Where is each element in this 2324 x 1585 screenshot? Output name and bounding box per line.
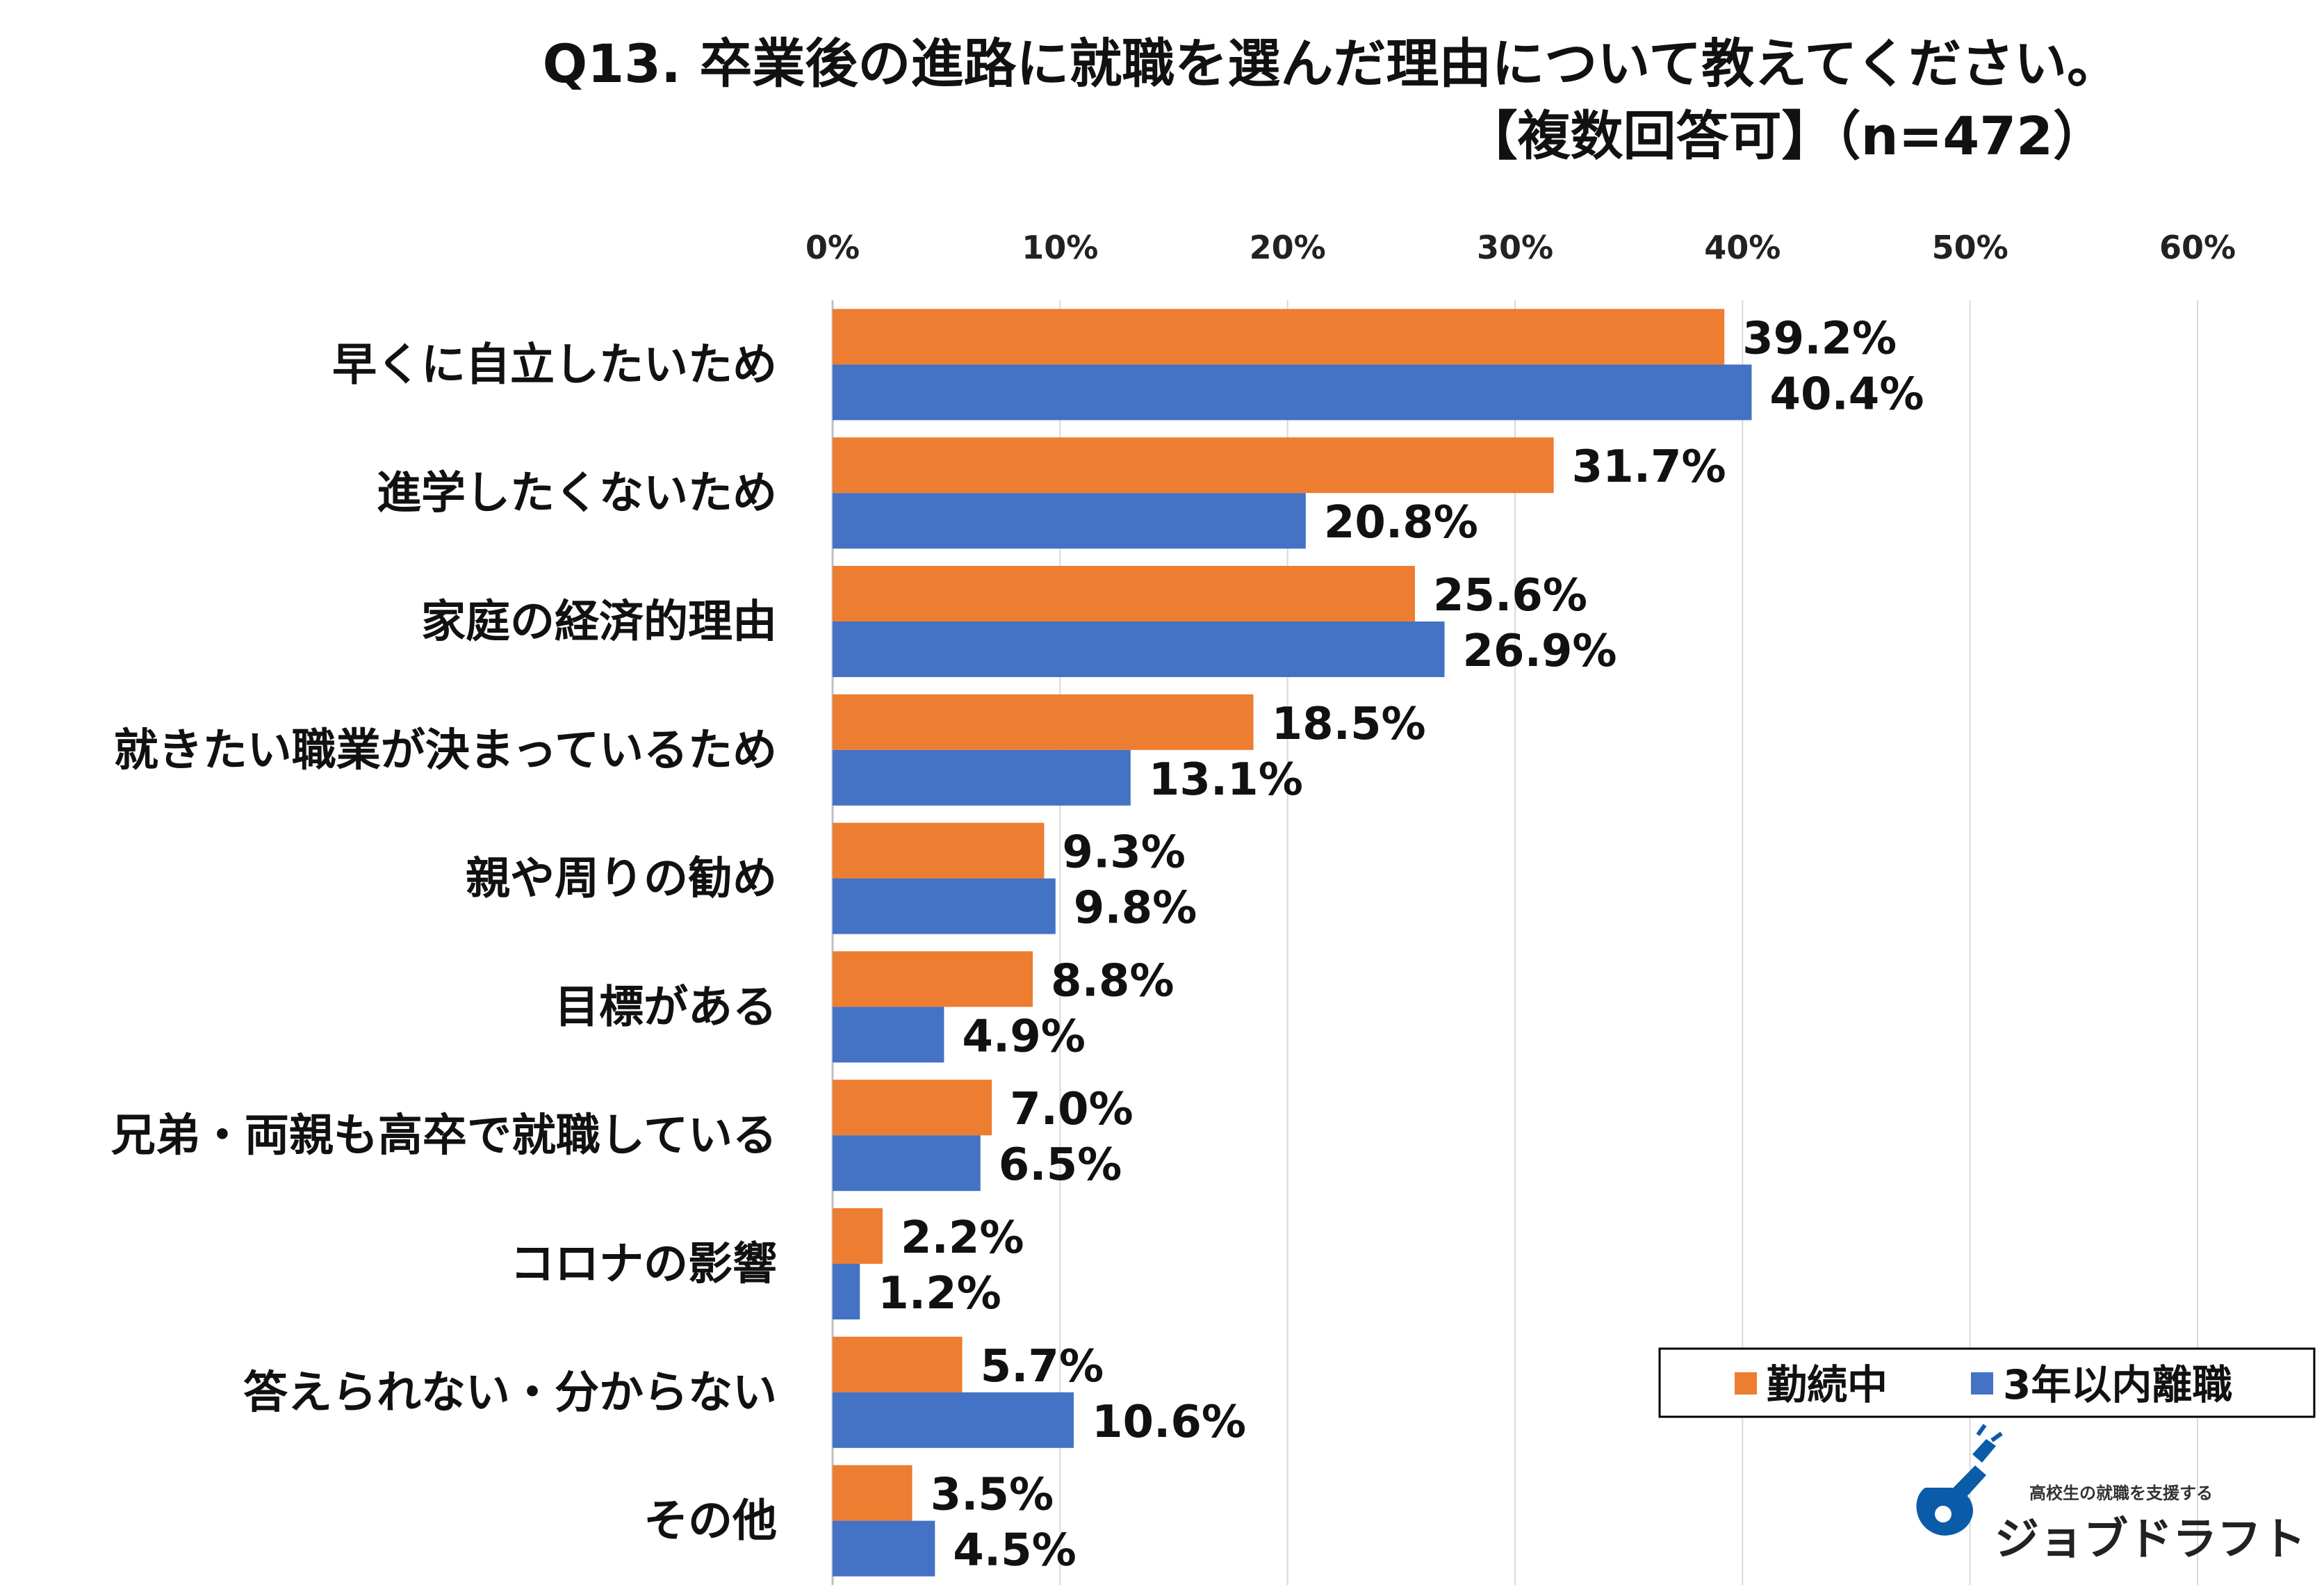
data-label-series-1: 1.2% [878, 1268, 1001, 1319]
bar-series-0 [833, 1080, 992, 1136]
x-tick-labels: 0% 10% 20% 30% 40% 50% 60% [805, 229, 2236, 266]
x-tick-20: 20% [1250, 229, 1326, 266]
legend-label-kinzoku: 勤続中 [1767, 1361, 1888, 1408]
category-label: 兄弟・両親も高卒で就職している [111, 1110, 777, 1162]
data-label-series-1: 13.1% [1149, 754, 1303, 806]
data-label-series-0: 2.2% [901, 1212, 1024, 1264]
x-tick-40: 40% [1704, 229, 1781, 266]
data-label-series-1: 26.9% [1463, 626, 1617, 677]
bar-series-0 [833, 309, 1725, 365]
category-labels: 早くに自立したいため進学したくないため家庭の経済的理由就きたい職業が決まっている… [111, 339, 777, 1547]
bar-series-1 [833, 493, 1306, 549]
x-tick-50: 50% [1932, 229, 2008, 266]
data-labels: 39.2%40.4% 31.7% 20.8% 25.6%26.9% 18.5%13.1%… [878, 313, 1924, 1576]
data-label-series-0: 7.0% [1010, 1084, 1134, 1135]
bar-series-0 [833, 566, 1415, 621]
data-label-series-0: 31.7% [1572, 441, 1726, 493]
bar-series-1 [833, 1135, 981, 1192]
guitar-logo-icon [1916, 1424, 2003, 1536]
data-label-series-0: 5.7% [981, 1341, 1104, 1392]
x-tick-30: 30% [1477, 229, 1553, 266]
x-tick-0: 0% [805, 229, 860, 266]
data-label-series-0: 39.2% [1742, 313, 1897, 364]
data-label-series-1: 10.6% [1092, 1397, 1246, 1448]
bar-series-1 [833, 621, 1445, 677]
category-label: 目標がある [555, 982, 777, 1033]
category-label: 早くに自立したいため [332, 339, 777, 391]
data-label-series-1: 20.8% [1324, 497, 1478, 548]
bar-series-1 [833, 1520, 935, 1577]
category-label: 家庭の経済的理由 [421, 596, 777, 648]
category-label: 親や周りの勧め [466, 854, 777, 905]
x-tick-60: 60% [2159, 229, 2236, 266]
chart-subtitle: 【複数回答可】（n=472） [1465, 105, 2106, 167]
data-label-series-1: 4.5% [953, 1525, 1077, 1577]
data-label-series-1: 40.4% [1769, 368, 1924, 420]
bar-series-1 [833, 1392, 1074, 1448]
legend: 勤続中 3年以内離職 [1658, 1347, 2316, 1418]
data-label-series-0: 18.5% [1272, 699, 1426, 750]
logo-tagline: 高校生の就職を支援する [2029, 1484, 2213, 1503]
category-label: 進学したくないため [377, 468, 777, 519]
data-label-series-0: 3.5% [931, 1470, 1054, 1521]
legend-swatch-kinzoku [1735, 1372, 1757, 1395]
category-label: その他 [644, 1496, 777, 1547]
bar-series-0 [833, 822, 1045, 879]
data-label-series-0: 8.8% [1051, 955, 1175, 1007]
chart-title: Q13. 卒業後の進路に就職を選んだ理由について教えてください。 [543, 33, 2120, 95]
category-label: 就きたい職業が決まっているため [114, 725, 777, 777]
bar-series-0 [833, 437, 1554, 494]
bar-series-1 [833, 1264, 860, 1319]
bars [833, 309, 1752, 1577]
x-tick-10: 10% [1022, 229, 1098, 266]
category-label: 答えられない・分からない [243, 1367, 777, 1419]
data-label-series-0: 9.3% [1062, 827, 1186, 879]
data-label-series-1: 9.8% [1074, 883, 1197, 934]
bar-series-0 [833, 951, 1033, 1007]
jobdraft-logo: 高校生の就職を支援する ジョブドラフト [1916, 1424, 2306, 1566]
bar-series-0 [833, 1336, 963, 1392]
bar-series-0 [833, 1465, 913, 1521]
bar-series-1 [833, 364, 1752, 421]
bar-series-1 [833, 1007, 944, 1063]
logo-wordmark: ジョブドラフト [1995, 1514, 2306, 1566]
bar-series-1 [833, 878, 1056, 934]
legend-swatch-rishoku [1971, 1372, 1993, 1395]
category-label: コロナの影響 [510, 1239, 777, 1290]
data-label-series-1: 6.5% [999, 1139, 1122, 1191]
bar-series-0 [833, 1208, 883, 1264]
data-label-series-1: 4.9% [962, 1011, 1086, 1062]
data-label-series-0: 25.6% [1433, 570, 1587, 621]
bar-series-0 [833, 694, 1254, 750]
legend-label-rishoku: 3年以内離職 [2003, 1361, 2232, 1408]
bar-series-1 [833, 749, 1131, 806]
